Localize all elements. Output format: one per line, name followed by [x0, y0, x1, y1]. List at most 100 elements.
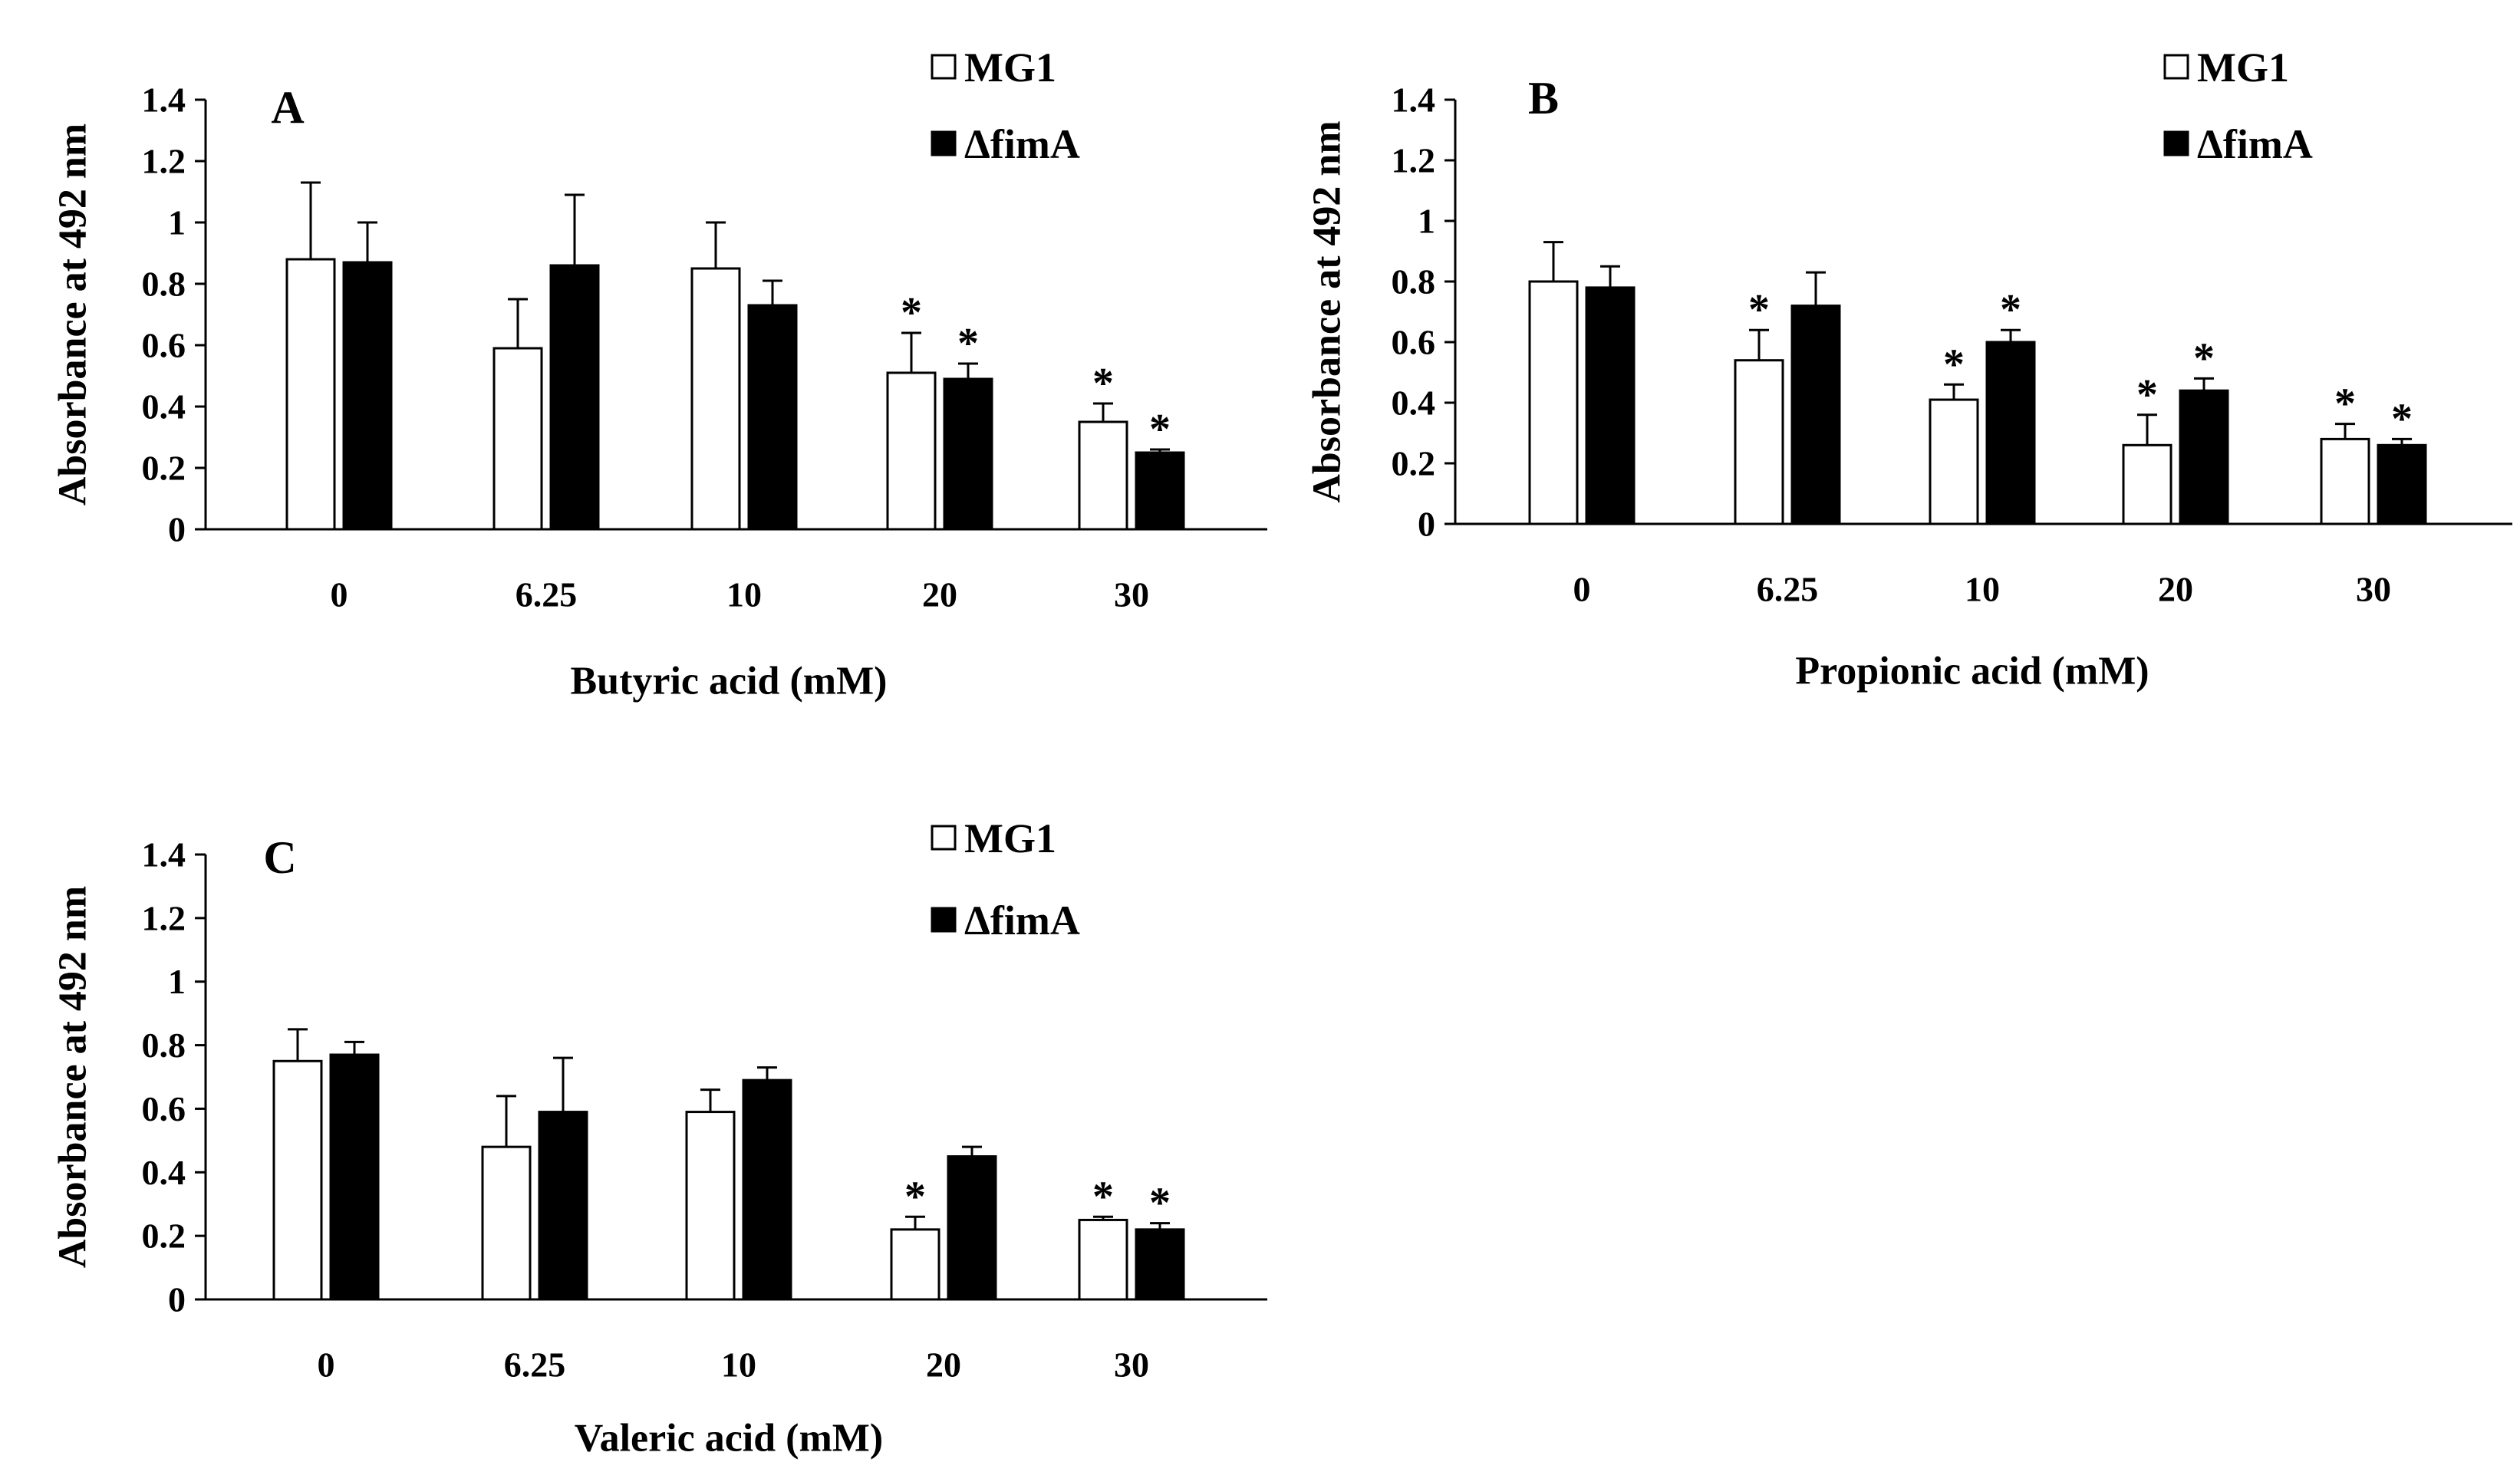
y-tick-label: 1 [168, 962, 186, 1001]
panel-label: A [271, 82, 304, 133]
bar-mg1 [1079, 422, 1127, 529]
y-tick-label: 1 [1418, 202, 1435, 241]
y-tick-label: 0.2 [142, 449, 186, 488]
significance-star: * [2136, 371, 2158, 419]
y-tick-label: 1.4 [142, 81, 186, 120]
bar-dfima [1792, 306, 1840, 524]
x-tick-label: 20 [926, 1345, 961, 1385]
y-tick-label: 1.4 [1392, 81, 1436, 120]
panel-label: C [263, 832, 296, 883]
chart-panel-b: B 0 0.2 0.4 0.6 0.8 1 1.2 1.4 Absorbance at 492 n… [1306, 44, 2513, 693]
bar-mg1 [274, 1061, 321, 1299]
y-tick-label: 0.2 [1392, 444, 1436, 483]
bar-mg1 [692, 268, 740, 529]
chart-panel-a: A 0 0.2 0.4 0.6 0.8 1 1.2 1.4 Absorbance at 492 n… [51, 44, 1268, 703]
significance-star: * [2193, 334, 2215, 382]
panel-label: B [1528, 73, 1559, 123]
bar-dfima [743, 1080, 791, 1299]
y-tick-label: 0.8 [1392, 262, 1436, 301]
legend-label-mg1: MG1 [964, 815, 1056, 861]
figure: A 0 0.2 0.4 0.6 0.8 1 1.2 1.4 Absorbance at 492 n… [0, 0, 2520, 1472]
x-tick-label: 20 [922, 575, 957, 614]
bar-mg1 [888, 373, 935, 529]
y-tick-label: 0.2 [142, 1217, 186, 1256]
legend-label-dfima: ΔfimA [964, 897, 1080, 943]
significance-star: * [1092, 1173, 1114, 1220]
bar-mg1 [1079, 1220, 1127, 1299]
significance-star: * [1149, 406, 1171, 453]
y-tick-label: 0.4 [142, 387, 186, 426]
significance-star: * [904, 1173, 926, 1220]
y-tick-label: 1.2 [142, 142, 186, 181]
y-tick-label: 0 [1418, 505, 1435, 544]
y-tick-label: 0 [168, 1280, 186, 1319]
x-axis-title: Butyric acid (mM) [570, 660, 887, 703]
y-tick-label: 1.4 [142, 835, 186, 874]
bar-dfima [2378, 445, 2426, 524]
significance-star: * [1943, 341, 1965, 388]
bar-dfima [2180, 390, 2228, 524]
significance-star: * [901, 289, 922, 337]
legend-label-mg1: MG1 [964, 44, 1056, 91]
bar-dfima [344, 262, 391, 529]
x-tick-label: 30 [2356, 570, 2391, 609]
legend-swatch-dfima [932, 908, 955, 931]
legend-label-mg1: MG1 [2197, 44, 2289, 91]
significance-star: * [1748, 286, 1770, 334]
bar-mg1 [2321, 439, 2369, 524]
bar-dfima [749, 305, 796, 529]
y-axis-title: Absorbance at 492 nm [51, 886, 95, 1268]
significance-star: * [2334, 380, 2356, 428]
x-tick-label: 0 [331, 575, 348, 614]
bar-mg1 [891, 1230, 939, 1299]
y-tick-label: 0.4 [142, 1153, 186, 1192]
bar-mg1 [483, 1147, 530, 1299]
y-tick-label: 0.6 [1392, 323, 1436, 362]
bar-mg1 [1930, 400, 1978, 524]
x-axis-title: Valeric acid (mM) [575, 1417, 883, 1460]
bar-dfima [1586, 288, 1634, 524]
bar-dfima [551, 265, 598, 529]
y-tick-label: 1.2 [142, 898, 186, 937]
legend-swatch-dfima [2165, 132, 2188, 155]
x-axis-title: Propionic acid (mM) [1795, 650, 2149, 693]
x-tick-label: 6.25 [504, 1345, 566, 1385]
y-tick-label: 0.8 [142, 265, 186, 304]
x-tick-label: 6.25 [516, 575, 578, 614]
bar-dfima [1136, 453, 1184, 529]
legend-swatch-dfima [932, 132, 955, 155]
bar-mg1 [1735, 361, 1783, 524]
bar-mg1 [287, 259, 334, 529]
chart-panel-c: C 0 0.2 0.4 0.6 0.8 1 1.2 1.4 Absorbance at 492 n… [51, 815, 1268, 1460]
x-tick-label: 0 [1573, 570, 1591, 609]
legend-swatch-mg1 [932, 55, 955, 78]
bar-mg1 [687, 1112, 734, 1299]
significance-star: * [2000, 286, 2021, 334]
x-tick-label: 0 [318, 1345, 335, 1385]
significance-star: * [957, 320, 979, 367]
legend-label-dfima: ΔfimA [2197, 121, 2313, 167]
x-tick-label: 30 [1114, 575, 1149, 614]
bar-mg1 [494, 348, 542, 529]
bar-dfima [1987, 342, 2034, 524]
x-tick-label: 10 [721, 1345, 756, 1385]
y-axis-title: Absorbance at 492 nm [51, 123, 95, 505]
x-tick-label: 6.25 [1757, 570, 1819, 609]
y-tick-label: 0.4 [1392, 384, 1436, 423]
y-tick-label: 0.8 [142, 1026, 186, 1065]
bar-dfima [539, 1112, 587, 1299]
y-axis-title: Absorbance at 492 nm [1306, 120, 1349, 502]
x-tick-label: 10 [1965, 570, 2000, 609]
x-tick-label: 30 [1114, 1345, 1149, 1385]
y-tick-label: 0 [168, 510, 186, 549]
bar-dfima [331, 1055, 378, 1299]
legend-swatch-mg1 [932, 826, 955, 849]
bar-dfima [944, 379, 992, 529]
significance-star: * [1149, 1180, 1171, 1227]
x-tick-label: 20 [2158, 570, 2193, 609]
significance-star: * [2391, 395, 2413, 443]
bar-mg1 [1530, 282, 1577, 524]
y-tick-label: 0.6 [142, 326, 186, 365]
bar-dfima [1136, 1230, 1184, 1299]
y-tick-label: 1.2 [1392, 141, 1436, 180]
